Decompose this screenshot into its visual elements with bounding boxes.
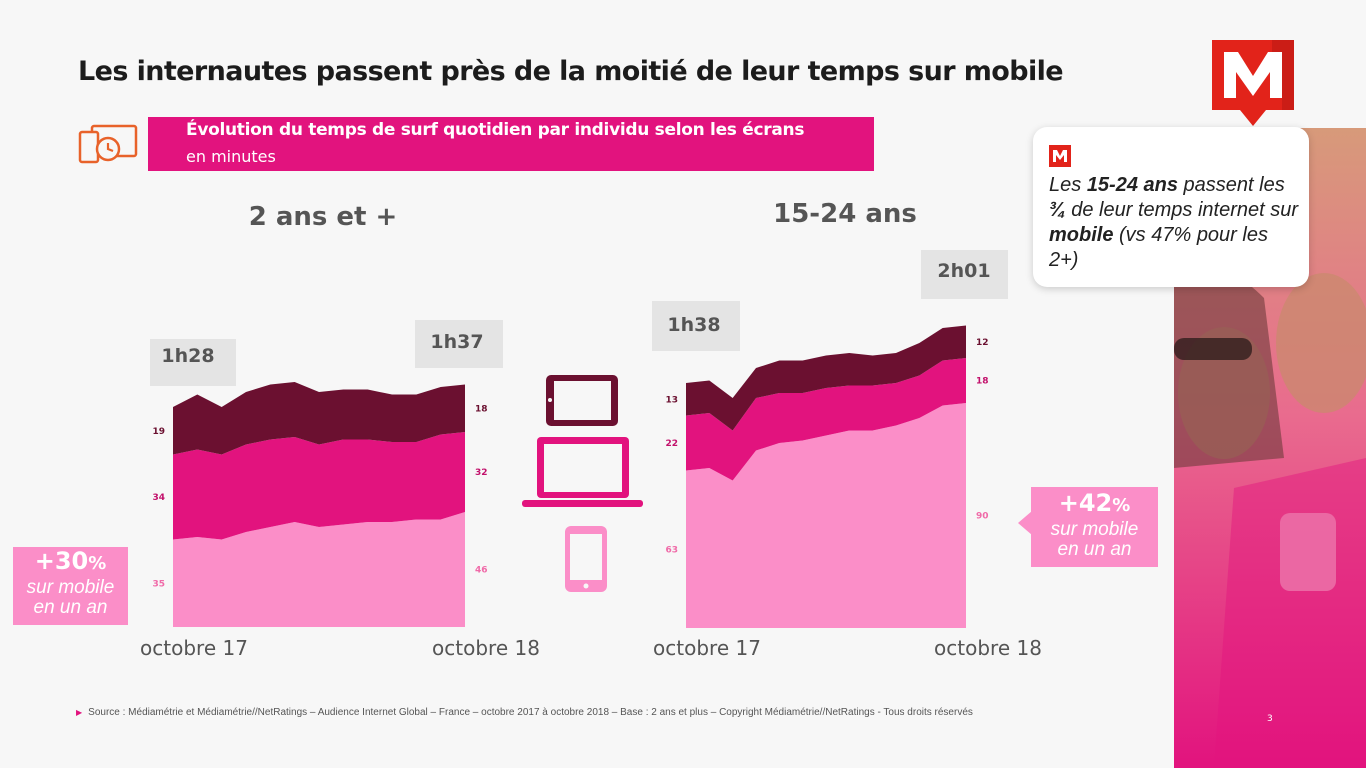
chart-1-total-start-box (150, 339, 236, 386)
chart-1-area-tablet (173, 382, 465, 455)
mediametrie-small-logo-icon (1049, 145, 1071, 167)
people-photo (1174, 128, 1366, 768)
callout-text: Les 15-24 ans passent les ¾ de leur temp… (1049, 174, 1299, 271)
chart-2-area-mobile (686, 403, 966, 628)
chart-2-total-end: 2h01 (937, 260, 990, 282)
tablet-icon (546, 375, 618, 426)
chart-1-label-start-mobile: 35 (152, 579, 165, 589)
chart-2-title: 15-24 ans (773, 199, 917, 229)
chart-2-total-start: 1h38 (667, 314, 720, 336)
source-footnote: ▶ Source : Médiamétrie et Médiamétrie//Ne… (76, 707, 973, 718)
banner-title: Évolution du temps de surf quotidien par… (186, 120, 805, 140)
chart-2-growth-value: +42% (1058, 489, 1131, 517)
chart-2-data-labels: 63 90 22 18 13 12 (665, 338, 988, 556)
chart-2-areas (686, 325, 966, 628)
chart-2-label-end-computer: 18 (976, 377, 989, 387)
chart-2-label-end-mobile: 90 (976, 512, 989, 522)
chart-2-x-end-label: octobre 18 (934, 636, 1042, 660)
chart-2-growth-pointer (1018, 511, 1032, 535)
chart-2-growth-text2: en un an (1057, 539, 1132, 560)
chart-1-label-end-tablet: 18 (475, 404, 488, 414)
chart-1-data-labels: 35 46 34 32 19 18 (152, 404, 487, 589)
chart-2-label-start-computer: 22 (665, 439, 678, 449)
chart-2-total-start-box (652, 301, 740, 351)
devices-clock-icon (78, 124, 138, 164)
chart-2-x-start-label: octobre 17 (653, 636, 761, 660)
chart-1-area-mobile (173, 512, 465, 627)
chart-2-area-tablet (686, 325, 966, 431)
chart-1-growth-text2: en un an (33, 597, 108, 618)
chart-1-title: 2 ans et + (249, 202, 398, 232)
chart-1-label-end-mobile: 46 (475, 566, 488, 576)
chart-1-growth-value: +30% (34, 547, 107, 575)
smartphone-icon (565, 526, 607, 592)
banner-unit: en minutes (186, 147, 276, 166)
chart-1-areas (173, 382, 465, 627)
chart-2-label-start-mobile: 63 (665, 545, 678, 555)
chart-1-growth-box: +30% sur mobile en un an (13, 547, 128, 625)
chart-1-total-end: 1h37 (430, 331, 483, 353)
chart-subtitle-banner: Évolution du temps de surf quotidien par… (148, 117, 874, 171)
chart-2-total-end-box (921, 250, 1008, 299)
chart-1-x-start-label: octobre 17 (140, 636, 248, 660)
page-number: 3 (1267, 714, 1273, 724)
chart-1-label-start-computer: 34 (152, 493, 165, 503)
charts-canvas: 2 ans et + 35 46 34 32 19 18 1h28 1h37 octobr… (140, 199, 1042, 660)
slide-title: Les internautes passent près de la moiti… (78, 56, 1064, 87)
chart-1-growth-text1: sur mobile (26, 577, 115, 598)
laptop-icon (522, 437, 643, 507)
bullet-triangle-icon: ▶ (76, 708, 83, 717)
chart-2-area-computer (686, 358, 966, 481)
chart-1-x-end-label: octobre 18 (432, 636, 540, 660)
chart-2-label-start-tablet: 13 (665, 395, 678, 405)
chart-1-label-end-computer: 32 (475, 468, 488, 478)
chart-1-total-start: 1h28 (161, 345, 214, 367)
chart-1-area-computer (173, 432, 465, 540)
callout-box: Les 15-24 ans passent les ¾ de leur temp… (1033, 127, 1309, 287)
chart-2-growth-text1: sur mobile (1050, 519, 1139, 540)
chart-1-label-start-tablet: 19 (152, 427, 165, 437)
chart-2-growth-box: +42% sur mobile en un an (1031, 487, 1158, 567)
mediametrie-logo-icon (1212, 40, 1294, 126)
chart-1-total-end-box (415, 320, 503, 368)
chart-2-label-end-tablet: 12 (976, 338, 989, 348)
